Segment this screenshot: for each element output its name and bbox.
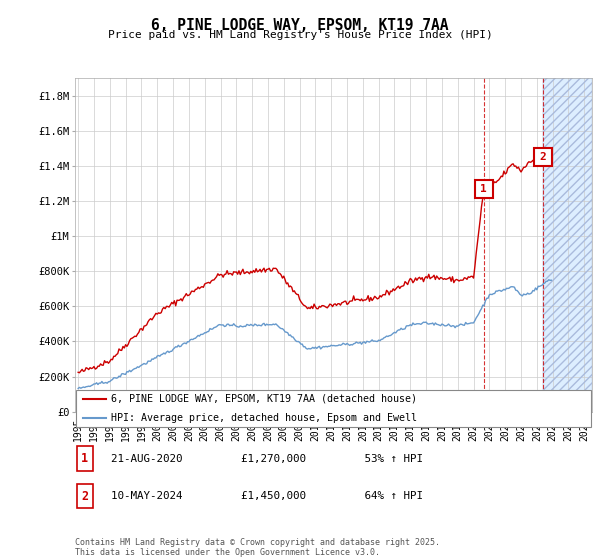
- Bar: [542, 78, 592, 412]
- Text: 6, PINE LODGE WAY, EPSOM, KT19 7AA (detached house): 6, PINE LODGE WAY, EPSOM, KT19 7AA (deta…: [111, 394, 417, 404]
- Text: 10-MAY-2024         £1,450,000         64% ↑ HPI: 10-MAY-2024 £1,450,000 64% ↑ HPI: [98, 491, 423, 501]
- Text: 1: 1: [481, 184, 487, 194]
- FancyBboxPatch shape: [77, 446, 92, 471]
- Text: 6, PINE LODGE WAY, EPSOM, KT19 7AA: 6, PINE LODGE WAY, EPSOM, KT19 7AA: [151, 18, 449, 33]
- Text: HPI: Average price, detached house, Epsom and Ewell: HPI: Average price, detached house, Epso…: [111, 413, 417, 423]
- Text: 1: 1: [81, 452, 88, 465]
- Text: 21-AUG-2020         £1,270,000         53% ↑ HPI: 21-AUG-2020 £1,270,000 53% ↑ HPI: [98, 454, 423, 464]
- Text: Contains HM Land Registry data © Crown copyright and database right 2025.
This d: Contains HM Land Registry data © Crown c…: [75, 538, 440, 557]
- Text: Price paid vs. HM Land Registry's House Price Index (HPI): Price paid vs. HM Land Registry's House …: [107, 30, 493, 40]
- Text: 2: 2: [81, 489, 88, 503]
- Text: 2: 2: [539, 152, 546, 162]
- FancyBboxPatch shape: [76, 390, 590, 427]
- Bar: [542, 78, 592, 412]
- FancyBboxPatch shape: [77, 484, 92, 508]
